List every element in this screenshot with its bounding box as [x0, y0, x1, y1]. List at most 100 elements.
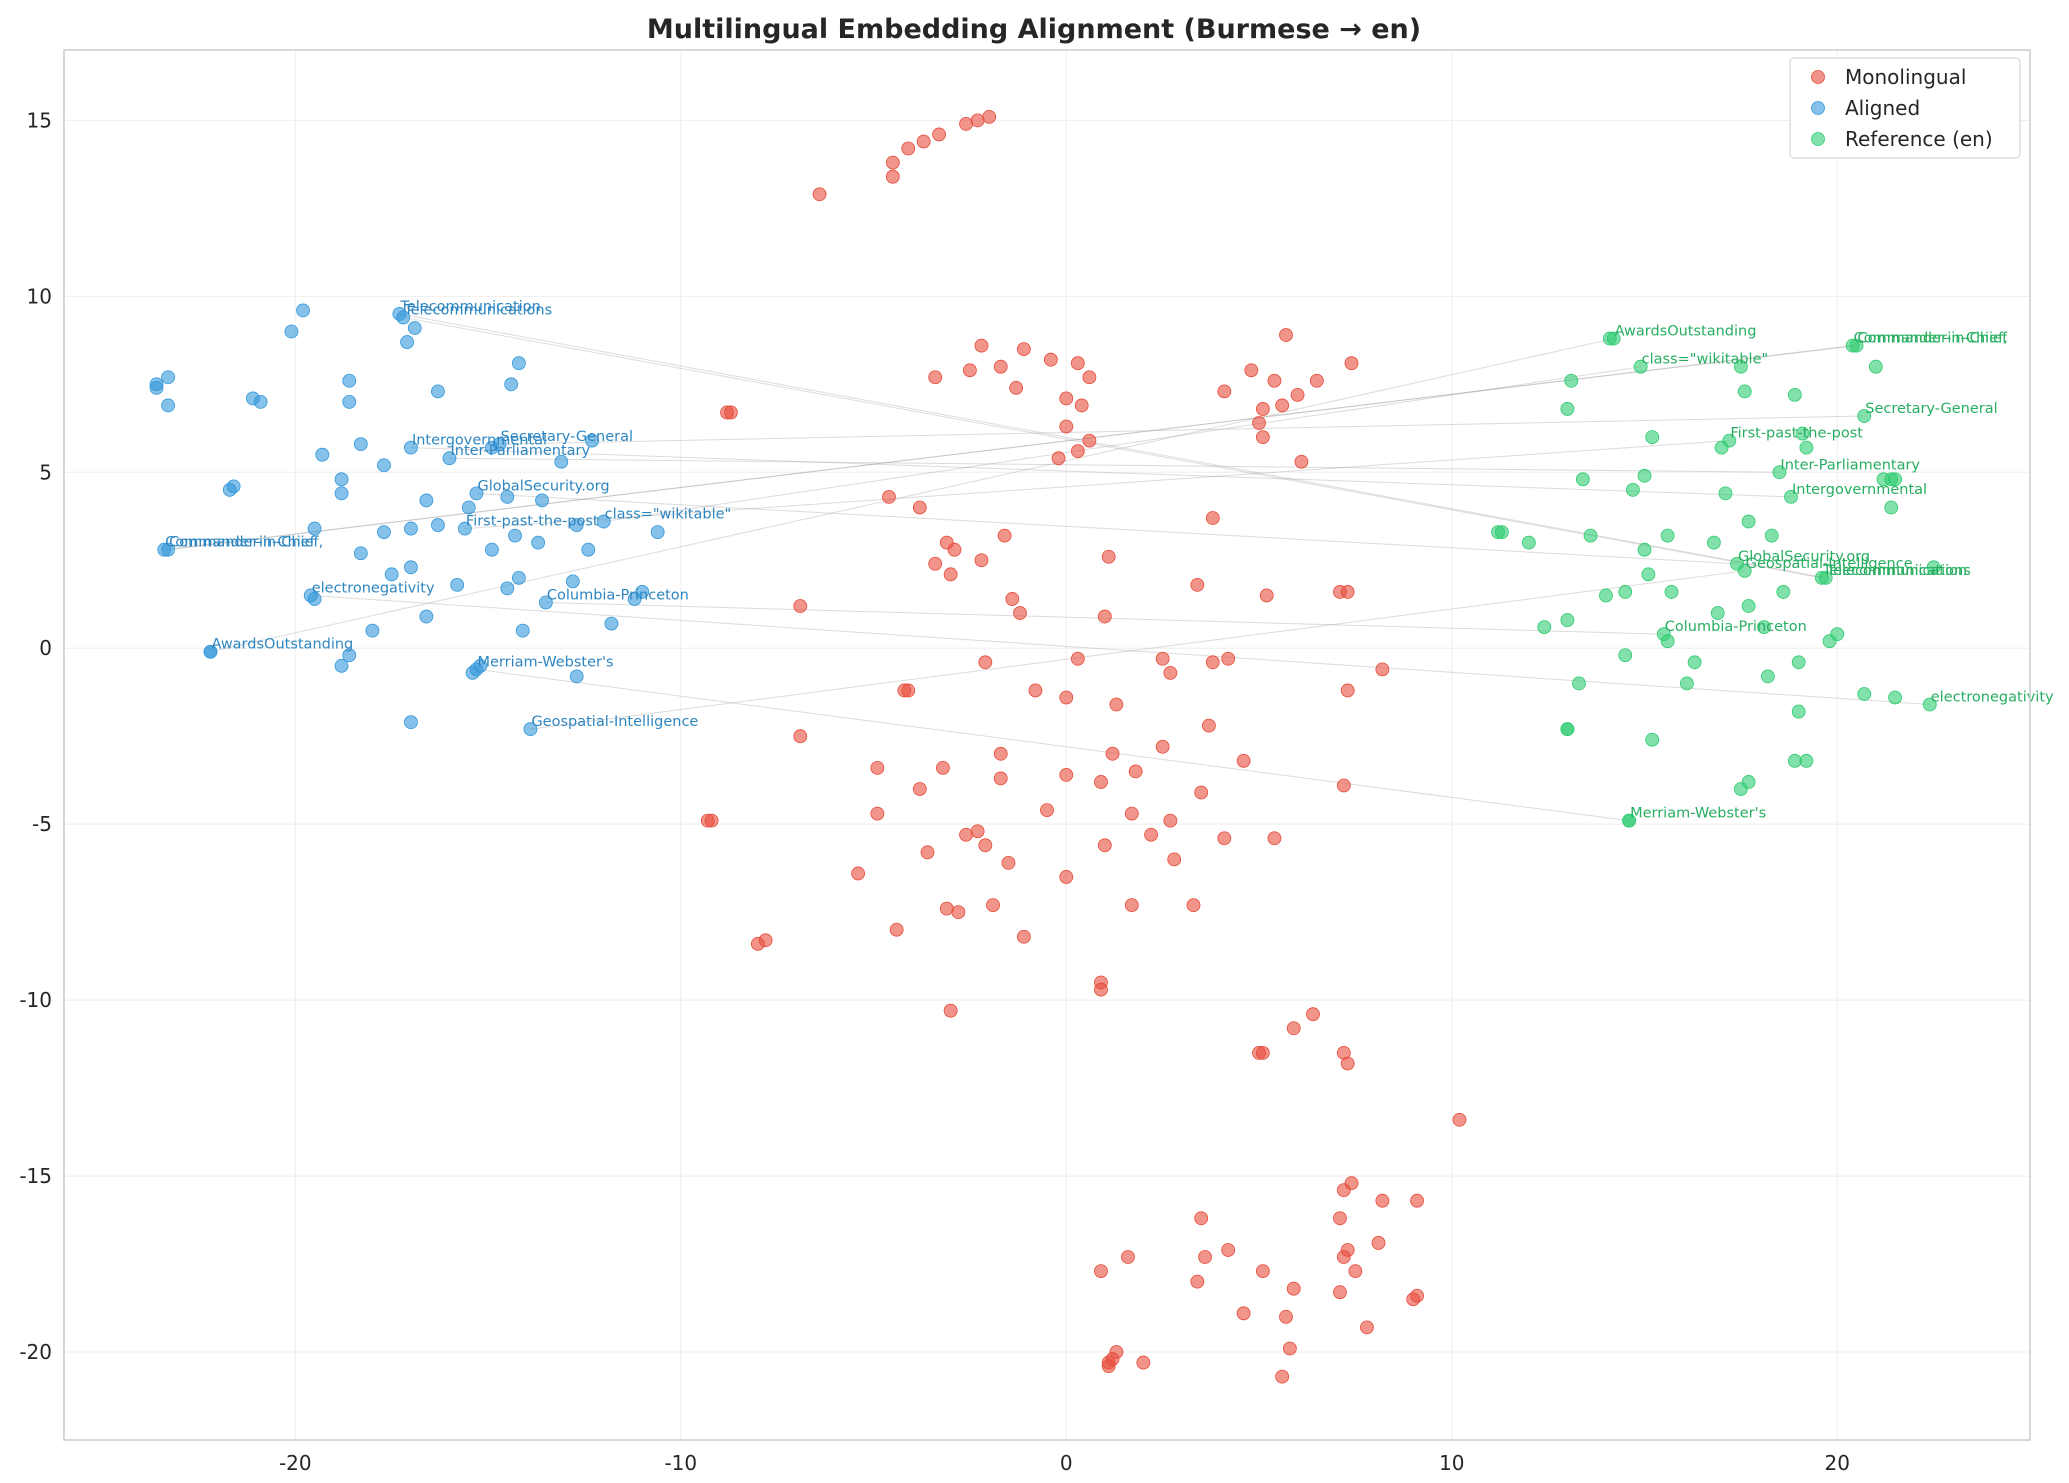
aligned-point [396, 310, 411, 325]
monolingual-point [1101, 549, 1116, 564]
aligned-point [585, 433, 600, 448]
reference-point [1791, 655, 1806, 670]
monolingual-point [974, 338, 989, 353]
monolingual-point [1306, 1007, 1320, 1022]
aligned-point [404, 560, 418, 575]
monolingual-point [1190, 1274, 1205, 1289]
monolingual-point [1190, 577, 1205, 592]
aligned-point [342, 394, 357, 409]
monolingual-point [963, 363, 977, 378]
monolingual-point [1344, 356, 1359, 371]
reference-point [1857, 409, 1872, 423]
monolingual-point [901, 141, 916, 156]
reference-point [1560, 613, 1575, 627]
monolingual-point [700, 813, 715, 828]
data-points [149, 109, 1941, 1384]
monolingual-point [1348, 1264, 1363, 1278]
monolingual-point [1309, 373, 1324, 388]
aligned-word-label: electronegativity [312, 580, 435, 596]
monolingual-point [1016, 342, 1031, 357]
aligned-point [334, 486, 349, 501]
alignment-line [476, 492, 1738, 565]
monolingual-point [928, 556, 943, 571]
monolingual-point [1336, 1250, 1351, 1264]
plot-frame [63, 49, 2031, 1441]
monolingual-point [1059, 768, 1074, 782]
monolingual-point [997, 528, 1012, 543]
monolingual-point [1336, 1183, 1351, 1198]
monolingual-point [1009, 380, 1024, 395]
reference-point [1787, 387, 1802, 402]
monolingual-point [982, 109, 997, 124]
monolingual-point [1279, 1309, 1293, 1324]
y-tick-label: 5 [39, 460, 52, 484]
reference-point [1626, 482, 1640, 497]
aligned-point [203, 644, 218, 659]
legend-marker-reference [1811, 132, 1825, 146]
chart-title: Multilingual Embedding Alignment (Burmes… [647, 14, 1421, 45]
alignment-line [210, 338, 1614, 653]
reference-point [1537, 620, 1552, 635]
aligned-point [511, 356, 526, 371]
monolingual-point [720, 405, 734, 420]
monolingual-point [1221, 651, 1236, 666]
reference-point [1618, 648, 1633, 663]
monolingual-point [978, 655, 993, 670]
monolingual-point [1290, 387, 1305, 402]
monolingual-point [885, 169, 900, 184]
monolingual-point [1452, 1112, 1467, 1127]
legend-label-aligned: Aligned [1845, 96, 1920, 120]
reference-point [1637, 468, 1652, 483]
monolingual-point [1043, 352, 1058, 367]
aligned-point [296, 303, 310, 318]
axis-tick-labels: -20 -10 0 10 20 15 10 5 0 -5 -10 -15 -20 [19, 108, 1850, 1475]
reference-point [1718, 486, 1733, 501]
reference-word-label: AwardsOutstanding [1615, 324, 1757, 340]
reference-point [1799, 440, 1814, 455]
monolingual-point [889, 922, 904, 937]
aligned-point [253, 394, 268, 409]
y-tick-label: -5 [32, 812, 52, 836]
monolingual-point [974, 553, 989, 568]
aligned-word-label: Telecommunication [399, 299, 540, 315]
monolingual-point [1013, 606, 1027, 620]
reference-point [1583, 528, 1598, 543]
aligned-point [500, 490, 515, 504]
reference-point [1926, 560, 1941, 575]
aligned-point [377, 458, 391, 473]
monolingual-point [936, 760, 950, 775]
aligned-point [484, 440, 499, 455]
monolingual-point [1059, 690, 1074, 705]
reference-point [1706, 535, 1721, 550]
reference-point [1687, 655, 1702, 670]
aligned-point [404, 715, 418, 730]
monolingual-point [1097, 838, 1112, 853]
reference-point [1575, 472, 1590, 487]
aligned-point [353, 546, 368, 561]
alignment-line [464, 440, 1730, 530]
reference-point [1868, 359, 1883, 374]
aligned-word-label: class="wikitable" [605, 507, 732, 523]
monolingual-point [1070, 356, 1085, 371]
aligned-point [431, 518, 445, 532]
aligned-word-label: Inter-Parliamentary [450, 443, 590, 459]
monolingual-point [1194, 1211, 1209, 1226]
reference-point [1733, 782, 1748, 796]
legend-label-reference: Reference (en) [1845, 127, 1993, 151]
aligned-point [554, 454, 569, 469]
monolingual-point [750, 936, 765, 951]
aligned-point [484, 542, 499, 557]
reference-point [1618, 585, 1633, 599]
monolingual-point [1163, 665, 1178, 680]
monolingual-point [1371, 1236, 1386, 1250]
reference-point [1660, 634, 1675, 649]
monolingual-point [793, 599, 808, 613]
monolingual-point [870, 806, 885, 821]
reference-point [1757, 620, 1771, 635]
reference-point [1633, 359, 1648, 374]
aligned-point [284, 324, 299, 339]
monolingual-point [959, 116, 973, 131]
monolingual-point [978, 838, 993, 853]
monolingual-point [1333, 1285, 1347, 1300]
reference-point [1822, 634, 1837, 649]
